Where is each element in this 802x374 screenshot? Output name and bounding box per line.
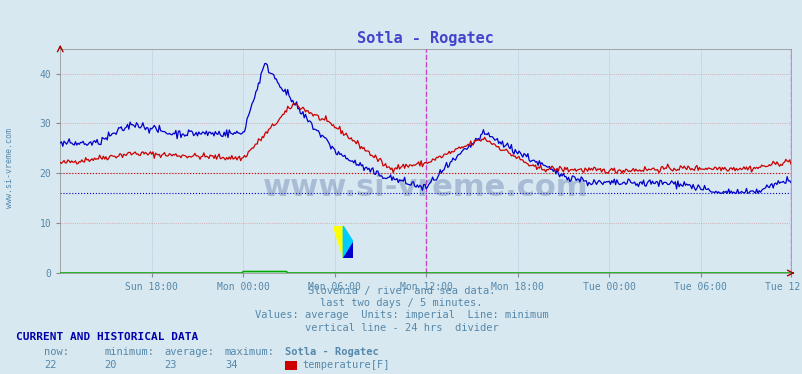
Text: now:: now: <box>44 347 69 357</box>
Text: 20: 20 <box>104 361 117 370</box>
Polygon shape <box>333 226 343 258</box>
Text: CURRENT AND HISTORICAL DATA: CURRENT AND HISTORICAL DATA <box>16 332 198 342</box>
FancyBboxPatch shape <box>285 361 297 370</box>
Text: temperature[F]: temperature[F] <box>302 361 390 370</box>
Polygon shape <box>343 242 353 258</box>
Polygon shape <box>343 226 353 258</box>
Text: 34: 34 <box>225 361 237 370</box>
Text: www.si-vreme.com: www.si-vreme.com <box>5 128 14 208</box>
Text: Sotla - Rogatec: Sotla - Rogatec <box>285 347 379 357</box>
Text: 23: 23 <box>164 361 177 370</box>
Text: vertical line - 24 hrs  divider: vertical line - 24 hrs divider <box>304 323 498 332</box>
Text: maximum:: maximum: <box>225 347 274 357</box>
Title: Sotla - Rogatec: Sotla - Rogatec <box>357 31 493 46</box>
Text: average:: average: <box>164 347 214 357</box>
Text: Slovenia / river and sea data.: Slovenia / river and sea data. <box>307 286 495 295</box>
Text: 22: 22 <box>44 361 57 370</box>
Text: minimum:: minimum: <box>104 347 154 357</box>
Text: www.si-vreme.com: www.si-vreme.com <box>262 173 588 202</box>
Text: Values: average  Units: imperial  Line: minimum: Values: average Units: imperial Line: mi… <box>254 310 548 320</box>
Text: last two days / 5 minutes.: last two days / 5 minutes. <box>320 298 482 308</box>
